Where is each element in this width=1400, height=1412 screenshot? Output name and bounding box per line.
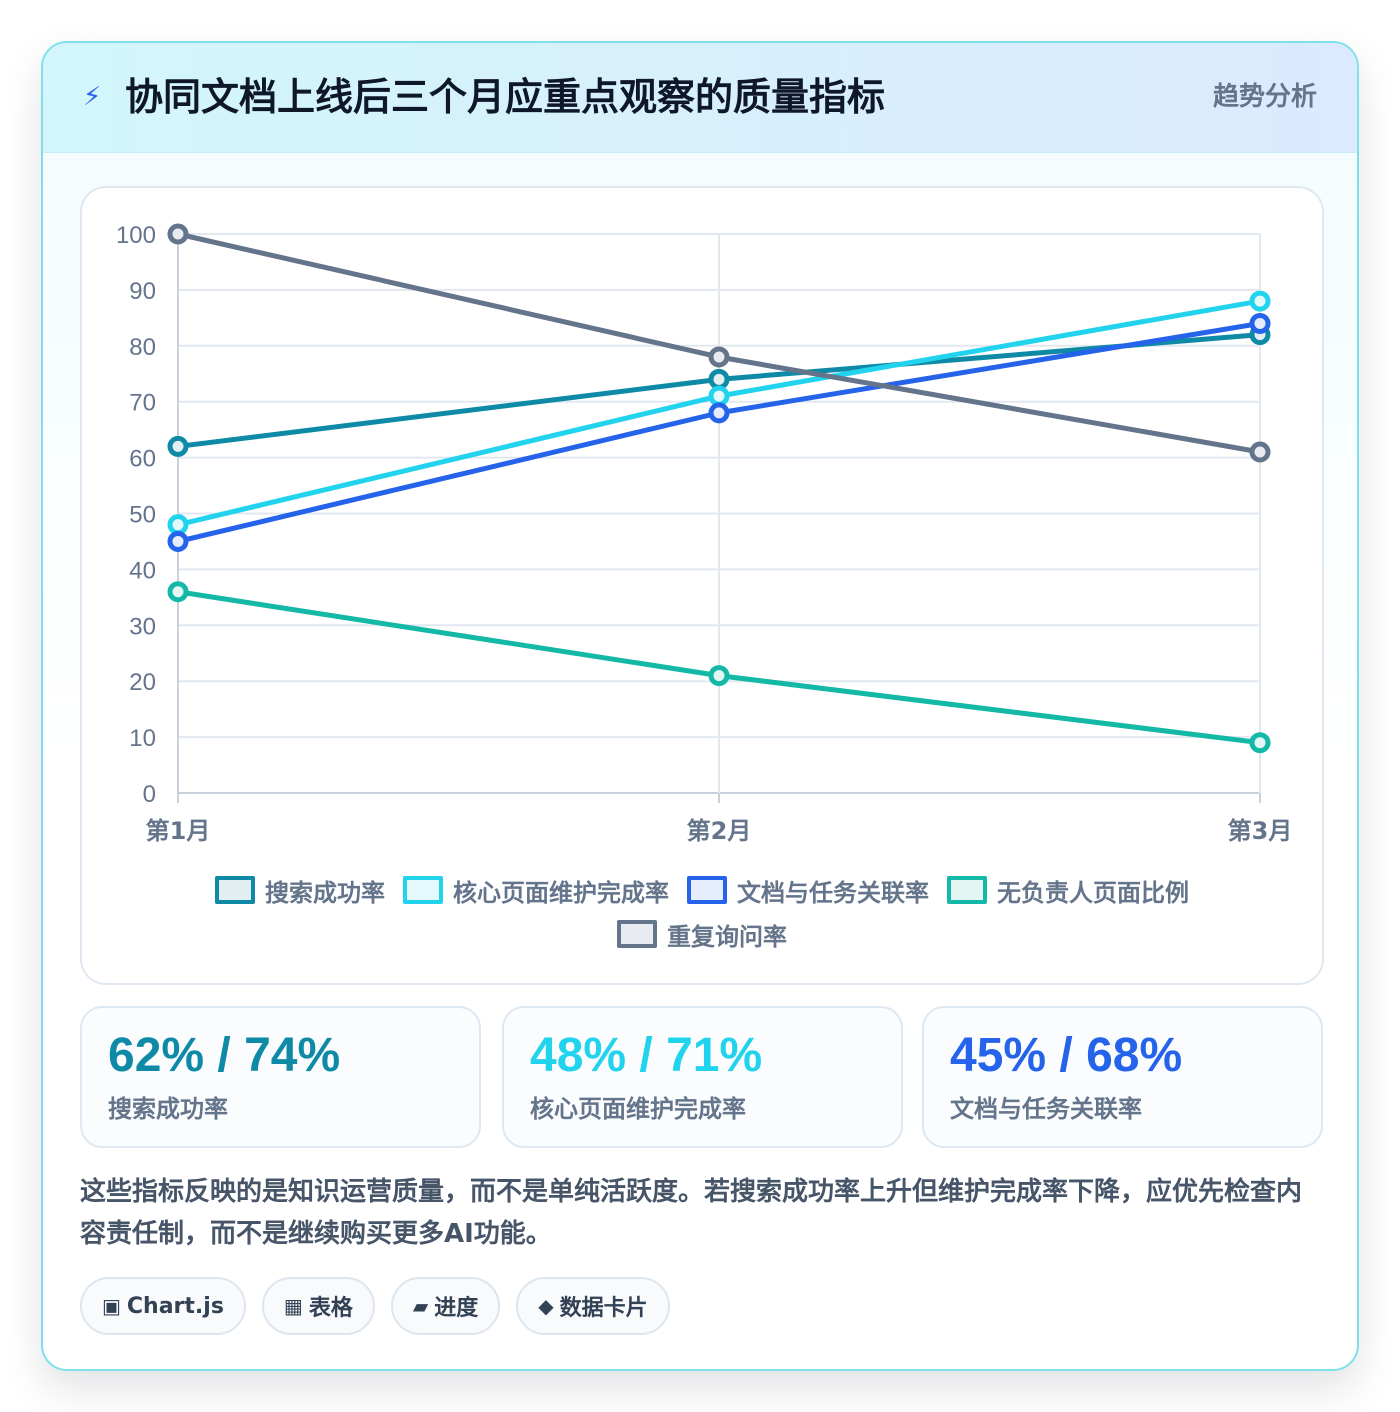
legend-row: 搜索成功率 核心页面维护完成率 文档与任务关联率 无负责人页面比例 bbox=[82, 868, 1322, 912]
stat-label: 核心页面维护完成率 bbox=[530, 1095, 746, 1123]
square-icon: ▣ bbox=[102, 1294, 121, 1318]
y-tick-label: 60 bbox=[129, 446, 156, 473]
line-chart: 0 10 20 30 40 50 60 70 80 90 100 第1月 第2月 第3月 bbox=[116, 222, 1293, 845]
chip-label: 数据卡片 bbox=[559, 1296, 648, 1321]
stat-value: 48% / 71% bbox=[530, 1029, 763, 1082]
tech-chips: ▣ Chart.js ▦ 表格 ▰ 进度 ◆ 数据卡片 bbox=[80, 1277, 670, 1335]
data-point-s2-2 bbox=[708, 385, 730, 407]
y-tick-label: 0 bbox=[143, 781, 156, 808]
legend-label: 重复询问率 bbox=[667, 922, 787, 951]
y-tick-label: 40 bbox=[129, 557, 156, 584]
x-tick-label: 第1月 bbox=[146, 817, 211, 845]
legend-swatch bbox=[215, 876, 255, 904]
stat-cards: 62% / 74% 搜索成功率 48% / 71% 核心页面维护完成率 45% / 68… bbox=[80, 1006, 1324, 1148]
legend-row: 重复询问率 bbox=[82, 912, 1322, 956]
legend-swatch bbox=[947, 876, 987, 904]
legend-label: 无负责人页面比例 bbox=[997, 878, 1189, 907]
y-tick-label: 20 bbox=[129, 669, 156, 696]
stat-label: 搜索成功率 bbox=[108, 1095, 228, 1123]
page-title: 协同文档上线后三个月应重点观察的质量指标 bbox=[125, 75, 886, 119]
chip-label: 表格 bbox=[308, 1296, 353, 1321]
y-tick-label: 10 bbox=[129, 725, 156, 752]
data-point-s3-3 bbox=[1249, 312, 1271, 334]
y-tick-label: 90 bbox=[129, 278, 156, 305]
diamond-icon: ◆ bbox=[538, 1294, 554, 1318]
legend-swatch bbox=[617, 920, 657, 948]
data-point-s2-3 bbox=[1249, 290, 1271, 312]
chart-legend: 搜索成功率 核心页面维护完成率 文档与任务关联率 无负责人页面比例重复询问率 bbox=[82, 868, 1322, 956]
chart-panel: 0 10 20 30 40 50 60 70 80 90 100 第1月 第2月 第3月 搜索成功率 核心页… bbox=[80, 186, 1324, 985]
lightning-icon: ⚡ bbox=[83, 82, 102, 112]
stat-label: 文档与任务关联率 bbox=[950, 1095, 1142, 1123]
chip-square[interactable]: ▣ Chart.js bbox=[80, 1277, 246, 1335]
data-point-s2-1 bbox=[167, 514, 189, 536]
x-tick-label: 第3月 bbox=[1228, 817, 1293, 845]
y-tick-label: 100 bbox=[116, 222, 156, 249]
legend-item[interactable]: 文档与任务关联率 bbox=[687, 873, 929, 908]
chip-progress[interactable]: ▰ 进度 bbox=[390, 1277, 501, 1335]
y-tick-label: 50 bbox=[129, 502, 156, 529]
progress-icon: ▰ bbox=[412, 1294, 429, 1318]
stat-card: 48% / 71% 核心页面维护完成率 bbox=[502, 1006, 903, 1148]
x-tick-label: 第2月 bbox=[687, 817, 752, 845]
legend-item[interactable]: 重复询问率 bbox=[617, 917, 787, 952]
stat-card: 45% / 68% 文档与任务关联率 bbox=[922, 1006, 1323, 1148]
legend-item[interactable]: 无负责人页面比例 bbox=[947, 873, 1189, 908]
trend-analysis-tag: 趋势分析 bbox=[1212, 82, 1317, 112]
data-point-s3-1 bbox=[167, 530, 189, 552]
metrics-card: ⚡ 协同文档上线后三个月应重点观察的质量指标 趋势分析 0 10 20 30 40 50 6… bbox=[41, 41, 1359, 1371]
chip-label: 进度 bbox=[434, 1296, 479, 1321]
y-tick-label: 80 bbox=[129, 334, 156, 361]
data-point-s3-2 bbox=[708, 402, 730, 424]
data-point-s4-1 bbox=[167, 581, 189, 603]
chip-table[interactable]: ▦ 表格 bbox=[261, 1277, 375, 1335]
legend-swatch bbox=[687, 876, 727, 904]
stat-value: 62% / 74% bbox=[108, 1029, 341, 1082]
y-tick-label: 70 bbox=[129, 390, 156, 417]
data-point-s4-3 bbox=[1249, 732, 1271, 754]
data-point-s5-1 bbox=[167, 223, 189, 245]
legend-label: 核心页面维护完成率 bbox=[453, 878, 669, 907]
data-point-s5-3 bbox=[1249, 441, 1271, 463]
chip-diamond[interactable]: ◆ 数据卡片 bbox=[516, 1277, 670, 1335]
y-tick-label: 30 bbox=[129, 613, 156, 640]
data-point-s4-2 bbox=[708, 665, 730, 687]
data-point-s5-2 bbox=[708, 346, 730, 368]
stat-value: 45% / 68% bbox=[950, 1029, 1183, 1082]
data-point-s1-1 bbox=[167, 435, 189, 457]
legend-item[interactable]: 搜索成功率 bbox=[215, 873, 385, 908]
analysis-note: 这些指标反映的是知识运营质量，而不是单纯活跃度。若搜索成功率上升但维护完成率下降… bbox=[80, 1177, 1303, 1249]
table-icon: ▦ bbox=[283, 1294, 303, 1318]
data-point-s1-2 bbox=[708, 368, 730, 390]
chip-label: Chart.js bbox=[126, 1293, 224, 1319]
legend-swatch bbox=[403, 876, 443, 904]
legend-label: 搜索成功率 bbox=[265, 878, 385, 907]
card-header: ⚡ 协同文档上线后三个月应重点观察的质量指标 趋势分析 bbox=[43, 43, 1357, 153]
stat-card: 62% / 74% 搜索成功率 bbox=[80, 1006, 481, 1148]
legend-item[interactable]: 核心页面维护完成率 bbox=[403, 873, 669, 908]
legend-label: 文档与任务关联率 bbox=[737, 878, 929, 907]
